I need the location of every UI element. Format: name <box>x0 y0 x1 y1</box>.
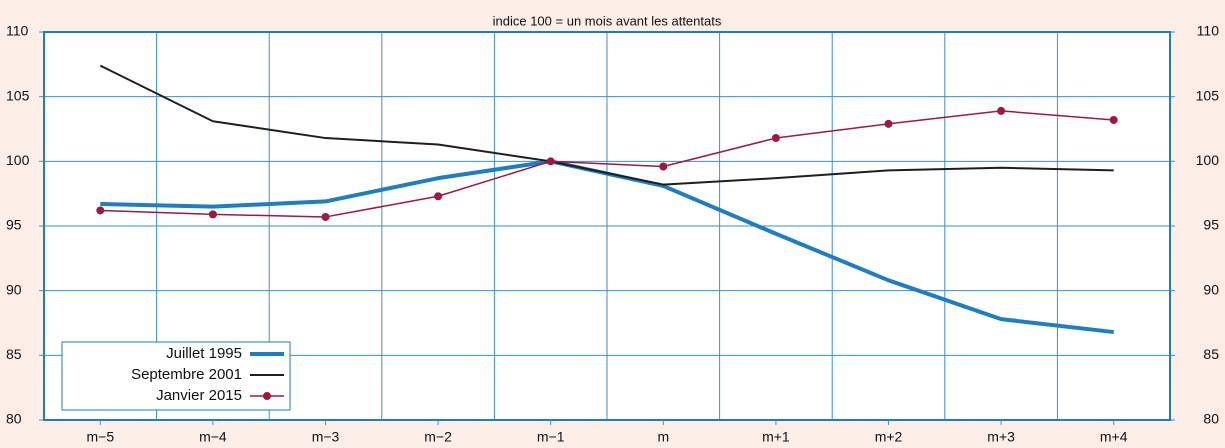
x-tick-label: m+3 <box>987 429 1015 445</box>
y2-tick-label: 100 <box>1196 152 1220 168</box>
series-marker <box>96 206 105 215</box>
x-tick-label: m−5 <box>86 429 114 445</box>
y-tick-label: 80 <box>6 411 22 427</box>
y-tick-label: 95 <box>6 217 22 233</box>
chart-title: indice 100 = un mois avant les attentats <box>493 13 722 28</box>
y2-tick-label: 110 <box>1197 23 1220 39</box>
x-tick-label: m−3 <box>312 429 340 445</box>
x-tick-label: m+1 <box>762 429 790 445</box>
series-marker <box>434 192 443 201</box>
series-line <box>99 64 1114 186</box>
x-tick-label: m−1 <box>537 429 565 445</box>
y-tick-label: 85 <box>6 346 22 362</box>
series-marker <box>321 212 330 221</box>
x-tick-label: m+4 <box>1100 429 1128 445</box>
series-marker <box>1109 115 1118 124</box>
series-marker <box>997 106 1006 115</box>
legend-label: Septembre 2001 <box>131 366 242 383</box>
plot-border <box>43 31 1171 421</box>
legend-label: Janvier 2015 <box>156 387 242 404</box>
y-tick-label: 110 <box>6 23 29 39</box>
y2-tick-label: 90 <box>1203 281 1219 297</box>
y-tick-label: 100 <box>6 152 30 168</box>
y-tick-label: 105 <box>6 87 30 103</box>
y2-tick-label: 95 <box>1203 217 1219 233</box>
legend-marker <box>263 392 271 400</box>
legend-label: Juillet 1995 <box>166 345 242 362</box>
y2-tick-label: 85 <box>1203 346 1219 362</box>
series-marker <box>208 210 217 219</box>
y-tick-label: 90 <box>6 281 22 297</box>
x-tick-label: m <box>657 429 669 445</box>
y2-tick-label: 80 <box>1203 411 1219 427</box>
series-line <box>100 110 1114 218</box>
x-tick-label: m+2 <box>875 429 903 445</box>
series-marker <box>771 134 780 143</box>
x-tick-label: m−2 <box>424 429 452 445</box>
series-marker <box>546 157 555 166</box>
x-tick-label: m−4 <box>199 429 227 445</box>
y2-tick-label: 105 <box>1196 87 1220 103</box>
series-marker <box>884 119 893 128</box>
series-marker <box>659 162 668 171</box>
